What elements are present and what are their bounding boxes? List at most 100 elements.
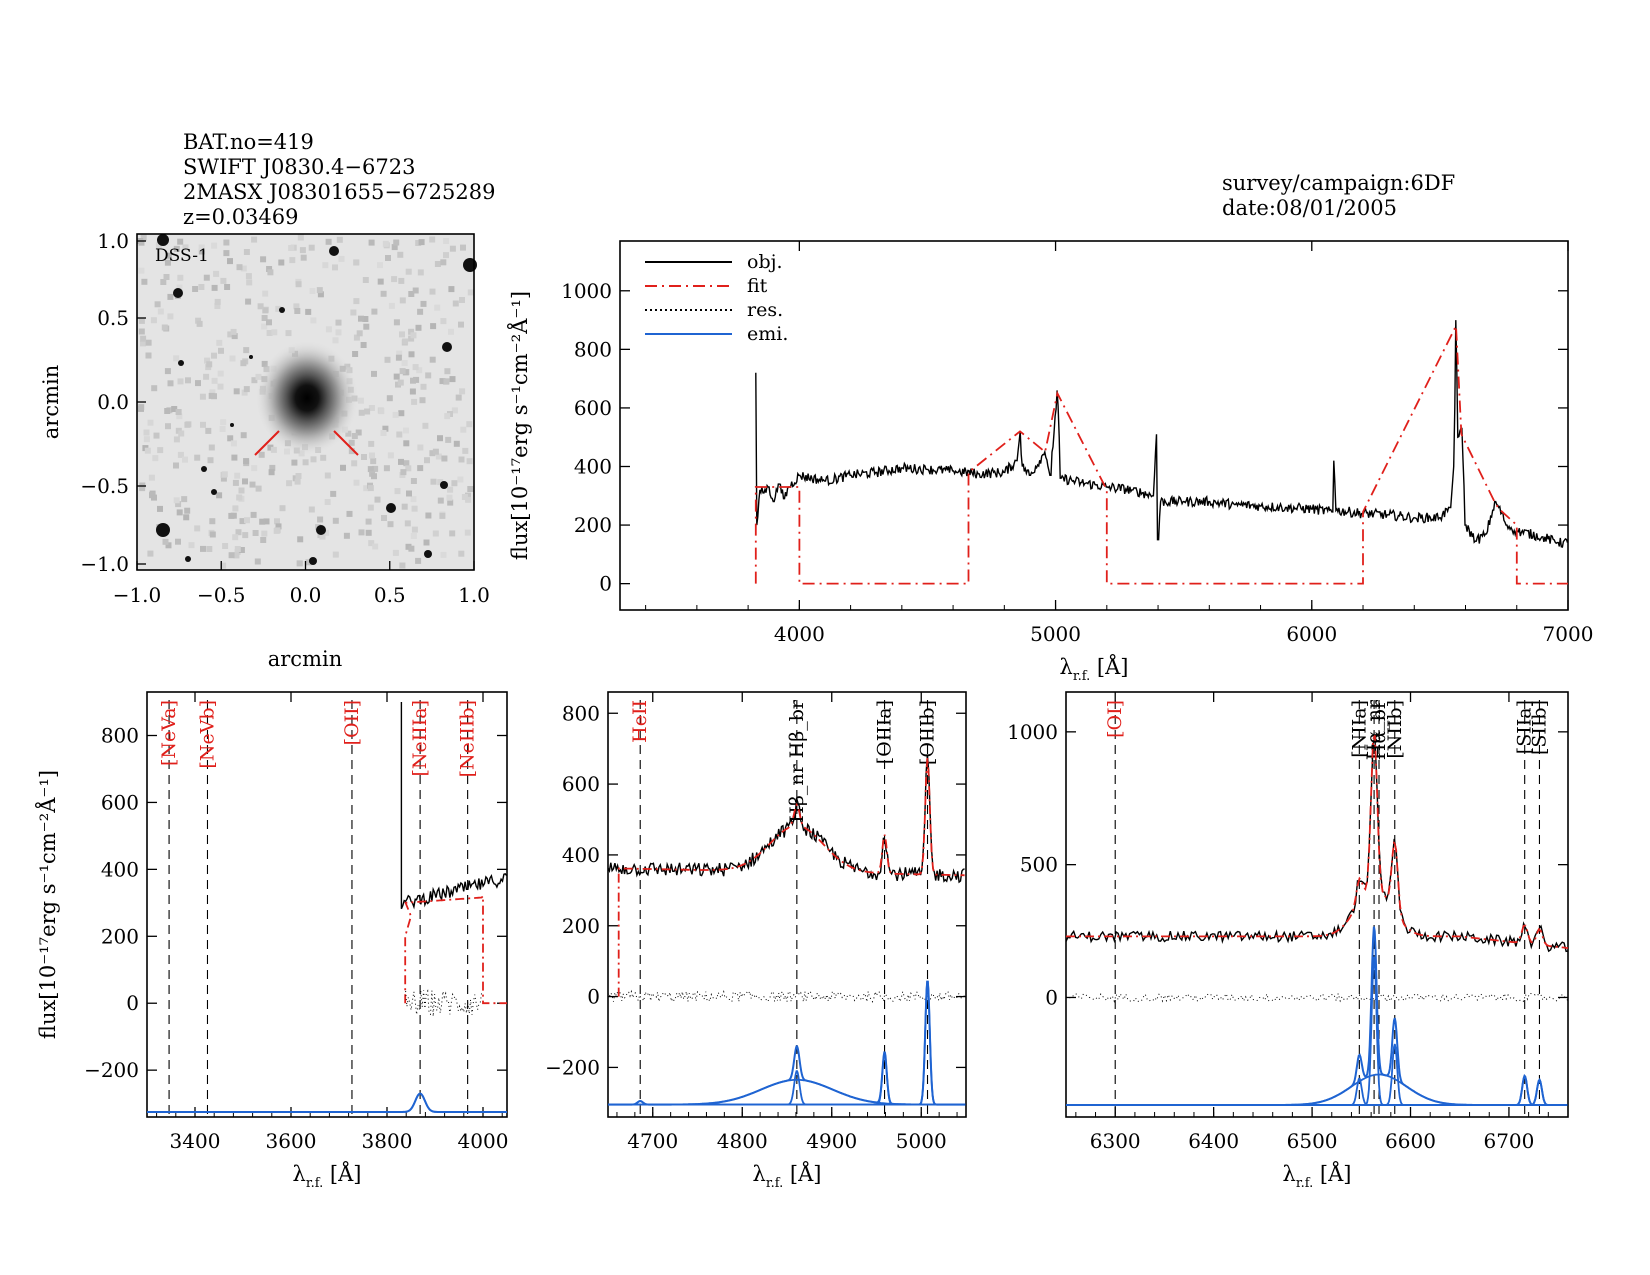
image-noise-pixel — [236, 494, 243, 501]
image-noise-pixel — [458, 321, 464, 328]
image-noise-pixel — [235, 529, 242, 536]
image-noise-pixel — [227, 258, 233, 265]
image-noise-pixel — [218, 347, 224, 354]
image-noise-pixel — [241, 389, 248, 396]
neon-region-xtick-label: 4000 — [458, 1129, 509, 1153]
image-noise-pixel — [206, 361, 213, 368]
image-noise-pixel — [143, 429, 150, 436]
emission-component-line — [1066, 1074, 1568, 1106]
object-spectrum-line — [400, 702, 508, 910]
image-noise-pixel — [203, 274, 210, 281]
line-label: [NeVa] — [158, 700, 180, 766]
image-noise-pixel — [231, 333, 238, 340]
image-xtick-label: −1.0 — [113, 583, 162, 607]
object-spectrum-line — [1065, 736, 1569, 953]
image-noise-pixel — [182, 456, 188, 463]
image-noise-pixel — [239, 518, 246, 525]
image-noise-pixel — [443, 378, 450, 385]
image-noise-pixel — [338, 255, 345, 262]
image-noise-pixel — [462, 447, 469, 454]
hbeta-region-ytick-label: 600 — [562, 772, 600, 796]
image-noise-pixel — [138, 328, 145, 335]
line-label: [OI] — [1104, 700, 1126, 738]
neon-region-ytick-label: 800 — [101, 724, 139, 748]
halpha-region-axes: 6300 6400 6500 6600 6700 0 500 1000 λr.f. [Å] [OI… — [1007, 691, 1569, 1191]
image-noise-pixel — [425, 512, 432, 519]
image-noise-pixel — [199, 393, 206, 400]
image-noise-pixel — [461, 494, 468, 500]
image-noise-pixel — [167, 313, 174, 320]
line-label: [NeIIIa] — [409, 700, 431, 777]
image-noise-pixel — [401, 503, 408, 510]
image-noise-pixel — [145, 352, 152, 359]
image-noise-pixel — [302, 459, 309, 466]
image-noise-pixel — [361, 454, 367, 460]
image-noise-pixel — [437, 479, 444, 486]
neon-region-ylabel: flux[10⁻¹⁷erg s⁻¹cm⁻²Å⁻¹] — [35, 770, 60, 1039]
image-noise-pixel — [444, 413, 451, 420]
image-noise-pixel — [453, 440, 460, 447]
image-noise-pixel — [369, 452, 375, 459]
fit-line — [754, 322, 1568, 585]
image-noise-pixel — [223, 239, 230, 246]
image-noise-pixel — [403, 440, 410, 447]
image-noise-pixel — [439, 378, 446, 385]
image-noise-pixel — [335, 319, 342, 326]
image-noise-pixel — [386, 395, 393, 402]
image-noise-pixel — [234, 546, 241, 552]
image-noise-pixel — [234, 472, 241, 479]
image-noise-pixel — [394, 488, 401, 495]
image-noise-pixel — [346, 510, 353, 517]
image-noise-pixel — [278, 259, 285, 266]
image-noise-pixel — [458, 456, 465, 463]
halpha-region-xtick-label: 6600 — [1385, 1129, 1436, 1153]
image-noise-pixel — [211, 352, 217, 359]
image-noise-pixel — [157, 447, 164, 454]
image-noise-pixel — [213, 270, 220, 277]
image-noise-pixel — [262, 290, 269, 297]
residual-line — [607, 989, 965, 1004]
image-noise-pixel — [409, 388, 416, 395]
image-noise-pixel — [410, 533, 417, 539]
image-noise-pixel — [151, 385, 158, 392]
image-noise-pixel — [222, 543, 229, 549]
image-noise-pixel — [228, 512, 235, 519]
image-noise-pixel — [295, 473, 302, 479]
halpha-region-xtick-label: 6700 — [1483, 1129, 1534, 1153]
image-noise-pixel — [219, 426, 226, 432]
image-noise-pixel — [165, 252, 172, 259]
image-noise-pixel — [429, 356, 436, 363]
image-noise-pixel — [399, 297, 406, 304]
image-xtick-label: 0.5 — [374, 583, 406, 607]
image-noise-pixel — [451, 480, 458, 487]
image-noise-pixel — [216, 339, 223, 346]
image-noise-pixel — [152, 455, 159, 462]
image-noise-pixel — [195, 317, 202, 324]
image-noise-pixel — [203, 373, 210, 380]
image-noise-pixel — [358, 409, 365, 416]
image-noise-pixel — [324, 499, 331, 505]
image-noise-pixel — [162, 538, 169, 545]
image-noise-pixel — [242, 478, 248, 485]
image-noise-pixel — [405, 268, 412, 275]
neon-region-xtick-label: 3400 — [170, 1129, 221, 1153]
image-noise-pixel — [429, 450, 436, 457]
image-noise-pixel — [211, 377, 218, 384]
image-noise-pixel — [413, 376, 420, 383]
star — [156, 523, 170, 537]
image-noise-pixel — [140, 234, 147, 241]
image-noise-pixel — [211, 393, 217, 400]
image-noise-pixel — [266, 330, 273, 336]
image-noise-pixel — [285, 330, 292, 337]
image-noise-pixel — [440, 318, 447, 325]
halpha-region-ytick-label: 0 — [1045, 985, 1058, 1009]
image-noise-pixel — [434, 261, 441, 267]
image-noise-pixel — [153, 432, 160, 439]
image-noise-pixel — [209, 389, 216, 396]
image-noise-pixel — [402, 338, 409, 345]
image-noise-pixel — [430, 478, 437, 485]
neon-region-xtick-label: 3600 — [266, 1129, 317, 1153]
image-noise-pixel — [437, 497, 444, 504]
star — [178, 360, 184, 366]
